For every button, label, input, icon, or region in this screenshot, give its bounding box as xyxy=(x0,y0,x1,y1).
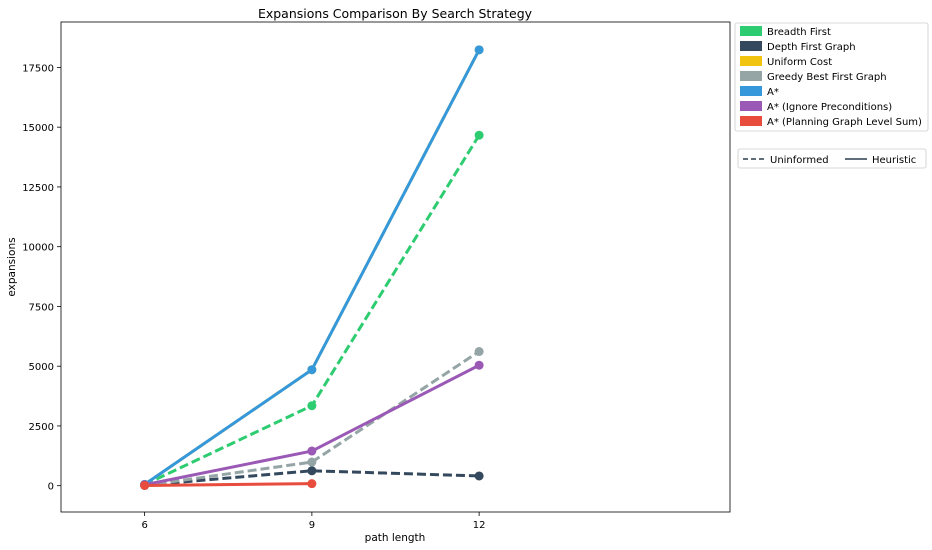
series-line-breadth-first xyxy=(143,134,481,487)
data-point-a xyxy=(474,45,484,55)
legend-swatch xyxy=(740,101,762,111)
series-legend-frame xyxy=(734,22,929,132)
y-tick-label: 10000 xyxy=(22,243,54,254)
series-line-a-planning-graph-level-sum xyxy=(144,482,312,487)
style-legend: Uninformed Heuristic xyxy=(737,148,927,169)
style-legend-frame xyxy=(737,148,927,169)
data-point-greedy-best-first-graph xyxy=(474,347,484,357)
series-points xyxy=(140,45,484,491)
data-point-a xyxy=(307,365,317,375)
data-point-breadth-first xyxy=(307,401,317,411)
data-point-a-planning-graph-level-sum xyxy=(140,480,150,490)
series-line-depth-first-graph xyxy=(144,469,480,487)
x-tick-label: 12 xyxy=(473,520,486,531)
legend-swatch xyxy=(740,71,762,81)
series-lines xyxy=(143,49,481,488)
style-legend-label: Heuristic xyxy=(872,155,916,166)
legend-label: A* (Ignore Preconditions) xyxy=(767,102,892,113)
series-line-greedy-best-first-graph xyxy=(144,350,480,488)
y-axis: 0 2500 5000 7500 10000 12500 15000 17500 xyxy=(22,63,61,493)
y-tick-label: 2500 xyxy=(29,422,54,433)
series-line-a xyxy=(143,49,481,486)
x-axis: 6 9 12 xyxy=(141,512,485,531)
series-line-uniform-cost xyxy=(143,49,481,486)
axes-frame xyxy=(60,21,731,513)
legend-swatch xyxy=(740,116,762,126)
y-tick-label: 5000 xyxy=(29,362,54,373)
x-tick-label: 6 xyxy=(141,520,147,531)
y-axis-label: expansions xyxy=(6,237,18,296)
legend-label: Greedy Best First Graph xyxy=(767,72,887,83)
legend-swatch xyxy=(740,56,762,66)
data-point-depth-first-graph xyxy=(307,466,317,476)
style-legend-label: Uninformed xyxy=(770,155,829,166)
data-point-depth-first-graph xyxy=(474,471,484,481)
legend-swatch xyxy=(740,41,762,51)
legend-label: Depth First Graph xyxy=(767,42,856,53)
legend-label: A* xyxy=(767,87,779,98)
plot-area: 0 2500 5000 7500 10000 12500 15000 17500 6 9 12 xyxy=(22,21,731,531)
y-tick-label: 7500 xyxy=(29,302,54,313)
data-point-a-planning-graph-level-sum xyxy=(307,479,317,489)
data-point-breadth-first xyxy=(474,130,484,140)
legend-label: Uniform Cost xyxy=(767,57,832,68)
legend-label: Breadth First xyxy=(767,27,831,38)
x-tick-label: 9 xyxy=(309,520,315,531)
y-tick-label: 17500 xyxy=(22,63,54,74)
y-tick-label: 12500 xyxy=(22,183,54,194)
legend-label: A* (Planning Graph Level Sum) xyxy=(767,117,922,128)
legend-swatch xyxy=(740,86,762,96)
legend-swatch xyxy=(740,26,762,36)
series-legend: Breadth First Depth First Graph Uniform Co… xyxy=(734,22,929,132)
data-point-greedy-best-first-graph xyxy=(307,457,317,467)
data-point-a-ignore-preconditions xyxy=(307,446,317,456)
chart-title: Expansions Comparison By Search Strategy xyxy=(258,6,533,21)
data-point-a-ignore-preconditions xyxy=(474,360,484,370)
y-tick-label: 0 xyxy=(48,482,54,493)
y-tick-label: 15000 xyxy=(22,123,54,134)
x-axis-label: path length xyxy=(365,532,426,544)
